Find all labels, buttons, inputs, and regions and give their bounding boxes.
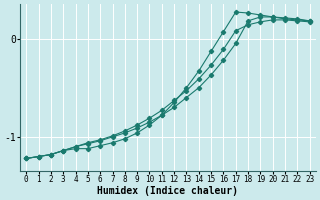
- X-axis label: Humidex (Indice chaleur): Humidex (Indice chaleur): [98, 186, 238, 196]
